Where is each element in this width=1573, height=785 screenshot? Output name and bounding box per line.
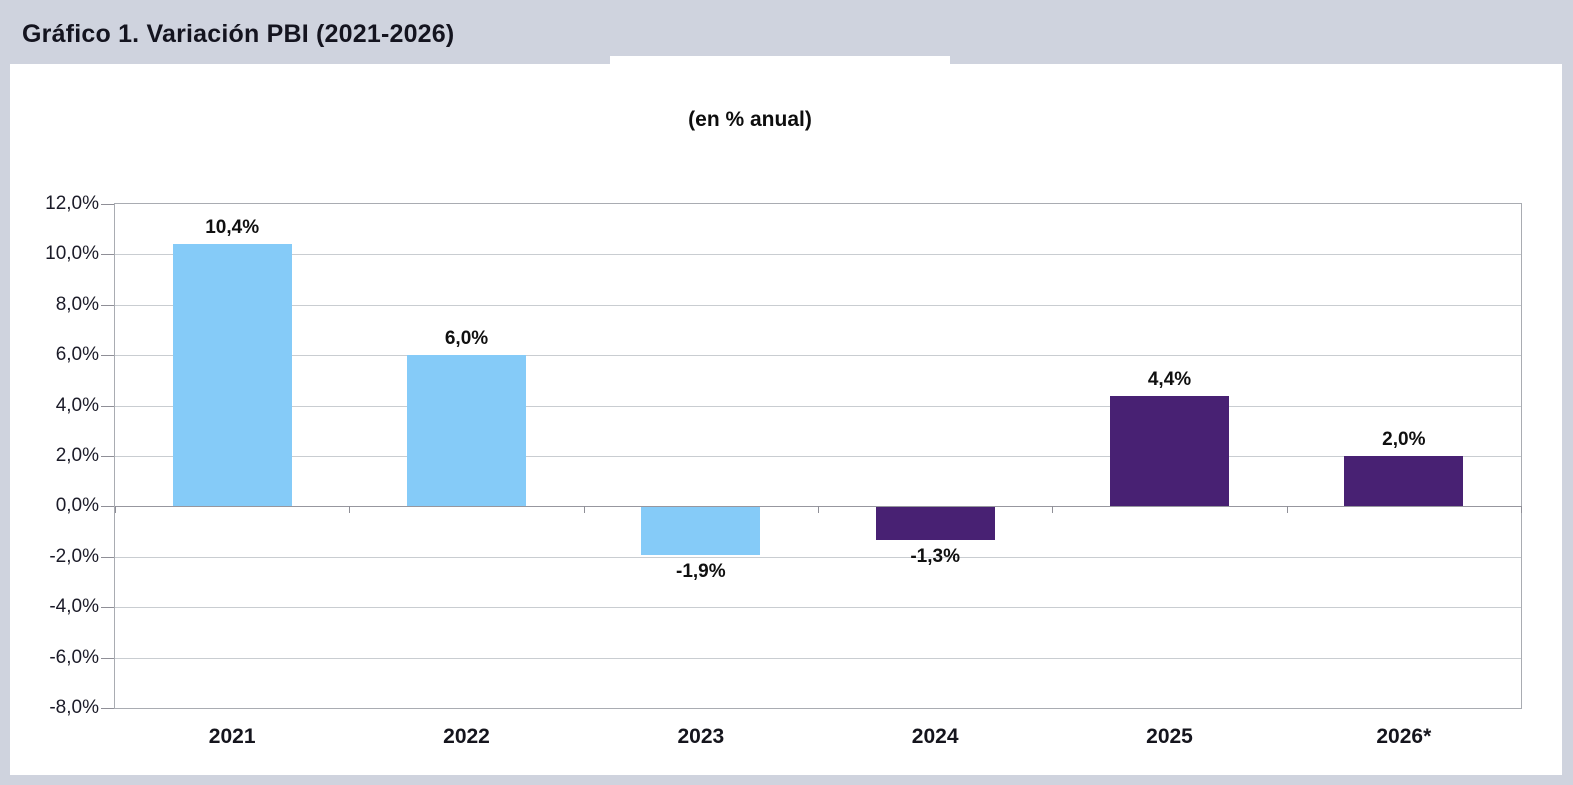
x-axis-label-2023: 2023 — [677, 725, 725, 748]
y-axis-label: -4,0% — [49, 596, 99, 618]
page-title: Gráfico 1. Variación PBI (2021-2026) — [22, 20, 455, 48]
y-axis-label: 10,0% — [45, 243, 99, 265]
value-label-2022: 6,0% — [444, 328, 489, 350]
y-axis-label: 4,0% — [55, 394, 99, 416]
gridline-10,0% — [115, 254, 1521, 256]
value-label-2024: -1,3% — [910, 546, 960, 568]
gridline-8,0% — [115, 304, 1521, 306]
bar-2023 — [641, 507, 761, 556]
gridline-6,0% — [115, 355, 1521, 357]
bar-2024 — [875, 507, 995, 541]
x-axis-label-2022: 2022 — [443, 725, 490, 748]
category-tick — [1052, 506, 1053, 514]
bar-2026* — [1344, 456, 1464, 507]
gridline--6,0% — [115, 657, 1521, 659]
plot-area: 12,0% 10,0% 8,0% 6,0% 4,0% 2,0% 0,0% -2,0% -4,0%… — [45, 193, 1522, 748]
category-tick — [818, 506, 819, 514]
y-axis-label: -6,0% — [49, 646, 99, 668]
y-axis-label: 6,0% — [55, 344, 99, 366]
x-axis-label-2024: 2024 — [911, 725, 959, 748]
value-label-2026*: 2,0% — [1382, 429, 1426, 450]
y-axis-label: 12,0% — [45, 193, 99, 214]
y-axis-tick — [101, 456, 114, 457]
category-tick — [115, 506, 116, 514]
y-axis-tick — [101, 405, 114, 407]
y-axis-label: 0,0% — [55, 495, 99, 517]
category-tick — [349, 506, 350, 514]
x-axis-label-2026*: 2026* — [1376, 725, 1432, 748]
y-axis-label: 8,0% — [55, 293, 99, 315]
gridline-4,0% — [115, 405, 1521, 407]
x-axis-label-2025: 2025 — [1146, 725, 1193, 748]
y-axis-tick — [101, 254, 114, 256]
top-notch — [610, 56, 950, 65]
y-axis-label: -2,0% — [49, 545, 99, 567]
y-axis-label: 2,0% — [55, 445, 99, 466]
y-axis-tick — [101, 657, 114, 659]
y-axis-tick — [101, 304, 114, 306]
y-axis-tick — [101, 607, 114, 609]
y-axis-tick — [101, 204, 114, 205]
bar-2022 — [407, 355, 526, 507]
bar-2021 — [172, 244, 292, 507]
gridline--4,0% — [115, 607, 1521, 609]
gridline-2,0% — [115, 456, 1521, 457]
x-axis-label-2021: 2021 — [208, 725, 256, 748]
category-tick — [1287, 506, 1288, 514]
y-axis-tick — [101, 506, 114, 508]
gridline--2,0% — [115, 556, 1521, 558]
y-axis-tick — [101, 355, 114, 357]
value-label-2023: -1,9% — [676, 561, 726, 583]
y-axis-tick — [101, 708, 114, 709]
value-label-2025: 4,4% — [1147, 368, 1192, 390]
bar-2025 — [1110, 395, 1229, 507]
y-axis-label: -8,0% — [49, 697, 99, 718]
y-axis-tick — [101, 556, 114, 558]
category-tick — [584, 506, 585, 514]
chart-subtitle: (en % anual) — [688, 108, 812, 131]
category-tick — [1521, 506, 1522, 514]
value-label-2021: 10,4% — [205, 217, 260, 239]
